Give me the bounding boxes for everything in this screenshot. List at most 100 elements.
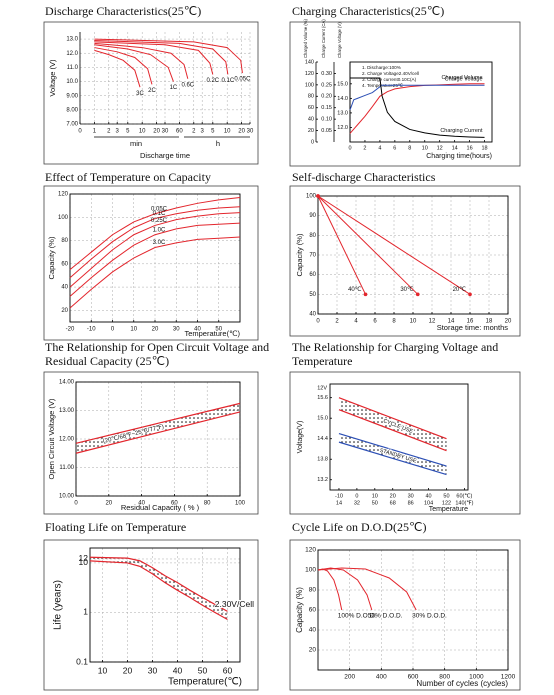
series-line xyxy=(69,212,241,288)
chart-frame xyxy=(43,185,259,341)
series-label: 30% D.O.D. xyxy=(412,613,447,620)
x-tick-label: 60 xyxy=(223,665,233,675)
x-axis-label: Temperature xyxy=(429,506,468,513)
y-tick-label: 13.0 xyxy=(66,37,78,43)
y-tick-label: 15.0 xyxy=(317,416,328,422)
x-axis-label: Residual Capacity ( % ) xyxy=(121,503,200,512)
series-line xyxy=(94,39,229,75)
x-tick-label: 50 xyxy=(443,493,449,499)
x-tick-label: 10 xyxy=(410,319,417,325)
x-tick-label: 3 xyxy=(201,129,205,135)
x-tick-label: 5 xyxy=(211,129,215,135)
y-tick-label: 50 xyxy=(309,292,316,298)
y-tick-label: 13.8 xyxy=(317,457,328,463)
x-axis-label: Discharge time xyxy=(140,151,190,160)
y-axis-label: Charged Volume (%) xyxy=(303,19,308,58)
y-axis-label: Open Circuit Voltage (V) xyxy=(47,398,56,479)
series-line xyxy=(69,236,241,309)
x-tick-label: -10 xyxy=(87,327,96,333)
series-line xyxy=(317,195,366,295)
x-tick-label: 20 xyxy=(152,327,159,333)
x-tick-label: 20 xyxy=(153,129,160,135)
chart-frame xyxy=(289,371,521,515)
y-tick-label: 100 xyxy=(305,82,314,88)
x-tick-label: 12 xyxy=(429,319,436,325)
x-tick-label: 5 xyxy=(126,129,130,135)
note: 2. Charge Voltage2.40V/cell xyxy=(362,71,419,76)
y-tick-label: 60 xyxy=(61,261,68,267)
y-tick-label: 20 xyxy=(308,128,314,134)
x-tick-label: 104 xyxy=(424,500,433,506)
x-tick-label: 30 xyxy=(247,129,254,135)
y-tick-label: 80 xyxy=(309,587,317,594)
series-label: 100% D.O.D. xyxy=(338,613,376,620)
x-tick-label: -20 xyxy=(66,327,75,333)
section-title: Effect of Temperature on Capacity xyxy=(45,170,211,184)
plot-frame xyxy=(69,193,241,323)
y-tick-label: 40 xyxy=(308,117,314,123)
x-tick-label: 0 xyxy=(111,327,115,333)
x-tick-label: 1000 xyxy=(469,674,484,681)
plot-frame xyxy=(75,381,241,497)
series-label: 3C xyxy=(136,91,144,97)
x-tick-label: 30 xyxy=(148,665,158,675)
x-tick-label: 20 xyxy=(238,129,245,135)
x-axis-label: Temperature(℃) xyxy=(168,677,242,688)
series-label: 2C xyxy=(148,88,156,94)
x-tick-label: 40 xyxy=(194,327,201,333)
x-tick-label: 10 xyxy=(372,493,378,499)
series-line xyxy=(317,195,471,295)
band-area xyxy=(90,557,228,620)
y-tick-label: 80 xyxy=(308,94,314,100)
point xyxy=(415,292,420,297)
x-tick-label: 0 xyxy=(348,145,351,151)
series-label: 2.30V/Cell xyxy=(215,599,254,609)
x-tick-label: 40 xyxy=(173,665,183,675)
point xyxy=(316,194,320,198)
x-tick-label: 10 xyxy=(224,129,231,135)
note: 1. Discharge:100% xyxy=(362,65,401,70)
x-tick-label: 0 xyxy=(355,493,358,499)
series-line xyxy=(94,41,214,75)
chart-frame xyxy=(43,539,259,691)
chart-frame xyxy=(289,185,521,337)
band-area xyxy=(338,397,447,451)
y-tick-label: 0 xyxy=(311,139,314,145)
x-tick-label: 8 xyxy=(408,145,411,151)
series-label: 0.05C xyxy=(234,77,251,83)
band-upper xyxy=(75,402,241,444)
section-title: Discharge Characteristics(25℃) xyxy=(45,4,202,18)
x-tick-label: 4 xyxy=(354,319,358,325)
series-line xyxy=(69,206,241,279)
section-title: Cycle Life on D.O.D(25℃) xyxy=(292,520,427,534)
section-title: Self-discharge Characteristics xyxy=(292,170,436,184)
band-area xyxy=(338,433,447,475)
band-area xyxy=(76,403,240,454)
y-tick-label: 120 xyxy=(305,547,316,554)
x-tick-label: 60 xyxy=(176,129,183,135)
band-lower xyxy=(338,409,447,452)
y-axis-label: Charge Current (CA) xyxy=(321,19,326,58)
x-tick-label: 8 xyxy=(392,319,396,325)
series-label: 1C xyxy=(170,85,178,91)
x-tick-label: 2 xyxy=(192,129,196,135)
series-label: 50% D.O.D. xyxy=(368,613,403,620)
y-tick-label: 0.05 xyxy=(321,128,332,134)
chart-frame xyxy=(43,371,259,515)
x-tick-label: 10 xyxy=(139,129,146,135)
y-tick-label: 60 xyxy=(309,607,317,614)
chart-frame xyxy=(289,21,521,167)
x-tick-label: 3 xyxy=(116,129,120,135)
x-tick-label: 20 xyxy=(105,501,112,507)
x-tick-label: 0 xyxy=(78,129,82,135)
y-axis-label: Charge Voltage (V) xyxy=(337,22,342,58)
y-tick-label: 12.0 xyxy=(337,125,348,131)
y-tick-label: 0.1 xyxy=(76,656,88,666)
band-upper xyxy=(338,397,447,440)
y-tick-label: 9.00 xyxy=(66,93,78,99)
x-tick-label: 20 xyxy=(505,319,512,325)
chart-frame xyxy=(289,539,521,691)
section-title: The Relationship for Charging Voltage an… xyxy=(292,340,499,368)
x-tick-label: 10 xyxy=(130,327,137,333)
